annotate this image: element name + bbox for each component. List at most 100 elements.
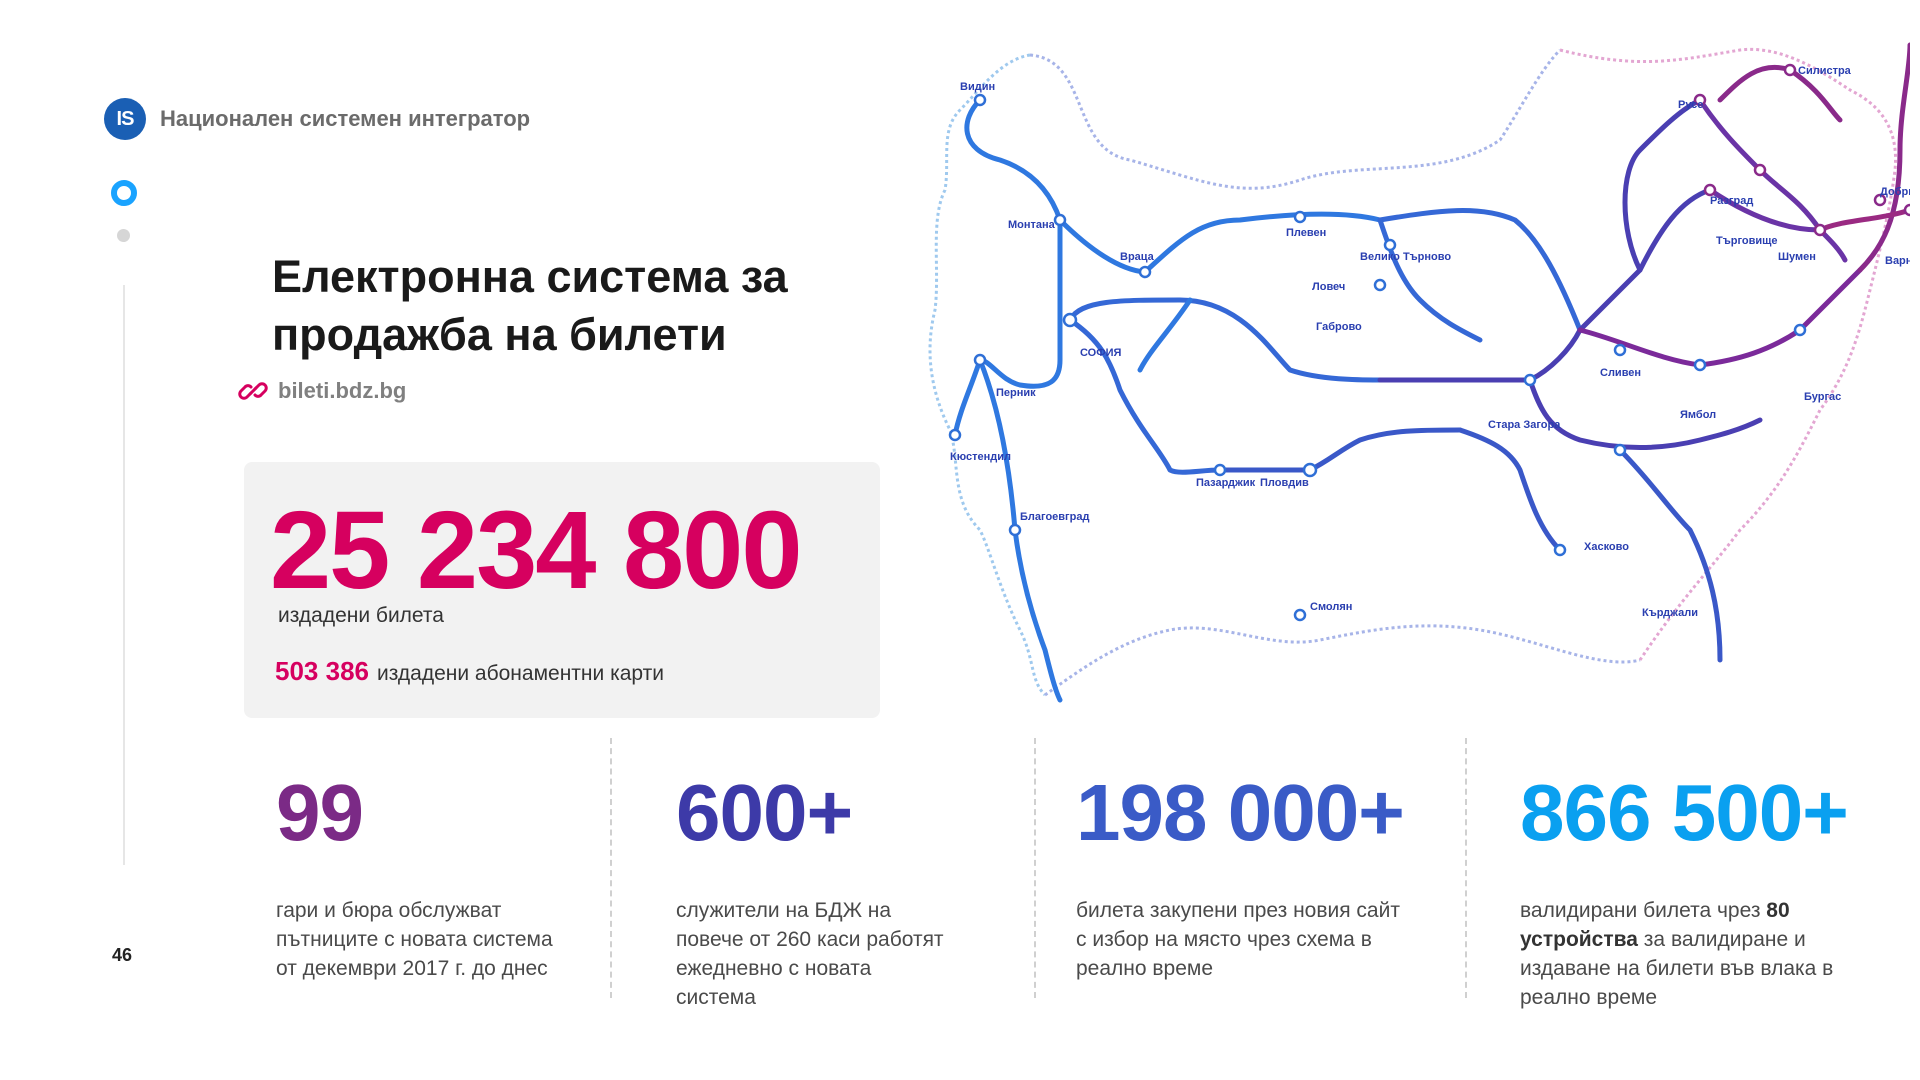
subscription-caption: издадени абонаментни карти [376,662,664,685]
city-label: Кюстендил [950,451,1011,463]
station-marker [1813,223,1827,237]
stat-text: гари и бюра обслужват пътниците с новата… [276,899,553,980]
railway-line [1857,42,1910,273]
railway-line [1707,187,1823,233]
stat-text: билета закупени през новия сайт с избор … [1076,899,1400,980]
stat-text: валидирани билета чрез 80 устройства за … [1520,896,1865,1012]
subscription-number: 503 386 [275,656,369,686]
city-label: Монтана [1008,219,1056,231]
station-marker [1553,543,1567,557]
station-marker [1383,238,1397,252]
city-label: Стара Загора [1488,419,1561,431]
city-label: Варна [1885,255,1910,267]
divider [1034,738,1036,998]
border-outline [1029,48,1641,697]
station-marker [1693,93,1707,107]
stat-online-tickets: 198 000+ билета закупени през новия сайт… [1076,770,1446,983]
nav-dot[interactable] [117,229,130,242]
stat-validated-tickets: 866 500+ валидирани билета чрез 80 устро… [1520,770,1890,1012]
city-label: Силистра [1798,65,1852,77]
stat-number: 600+ [676,768,853,857]
page-title: Електронна система за продажба на билети [272,251,788,360]
railway-line [1067,297,1383,383]
station-marker [1693,358,1707,372]
city-label: Бургас [1804,391,1841,403]
stat-stations: 99 гари и бюра обслужват пътниците с нов… [276,770,646,983]
city-label: Добрич [1880,186,1910,198]
city-label: Габрово [1316,321,1362,333]
station-marker [973,93,987,107]
railway-line [964,97,1063,223]
station-marker [1213,463,1227,477]
city-label: Ловеч [1312,281,1345,293]
city-label: Ямбол [1680,409,1716,421]
station-marker [1293,608,1307,622]
station-marker [1783,63,1797,77]
city-label: СОФИЯ [1080,347,1122,359]
stat-text-part: валидирани билета чрез [1520,899,1767,922]
link-icon [238,382,268,400]
station-marker [1062,312,1078,328]
station-marker [1753,163,1767,177]
city-label: Видин [960,81,995,93]
railway-line [1697,97,1848,263]
station-marker [1138,265,1152,279]
stat-number: 198 000+ [1076,768,1405,857]
city-label: Велико Търново [1360,251,1451,263]
city-label: Пловдив [1260,477,1309,489]
stat-number: 99 [276,768,364,857]
railway-line [1377,217,1483,343]
railway-line [1577,267,1863,368]
tickets-issued-caption: издадени билета [278,604,444,627]
website-link[interactable]: bileti.bdz.bg [238,376,406,406]
railway-line [1137,297,1193,373]
station-marker [1008,523,1022,537]
railway-line [1217,427,1463,473]
city-label: Перник [996,387,1036,399]
station-marker [973,353,987,367]
railway-line [1622,97,1703,273]
railway-line [952,357,983,438]
city-label: Търговище [1716,235,1778,247]
station-marker [1903,203,1910,217]
tickets-card [244,462,880,718]
city-label: Враца [1120,251,1155,263]
divider [1465,738,1467,998]
city-label: Плевен [1286,227,1326,239]
railway-line [1817,207,1910,233]
city-label: Кърджали [1642,607,1698,619]
city-label: Хасково [1584,541,1629,553]
border-outline [928,53,1047,697]
city-label: Шумен [1778,251,1816,263]
railway-line [1377,208,1583,333]
railway-line [1457,427,1563,553]
city-label: Сливен [1600,367,1641,379]
railway-line [1527,377,1763,450]
railway-line [1057,211,1383,275]
station-marker [1793,323,1807,337]
border-outline [1559,47,1898,661]
nav-line [123,285,125,865]
city-label: Пазарджик [1196,477,1256,489]
station-marker [1293,210,1307,224]
railway-line [977,217,1063,389]
railway-line [1617,447,1723,663]
nav-dot-active[interactable] [111,180,137,206]
railway-line [1067,317,1223,475]
station-marker [1053,213,1067,227]
link-text[interactable]: bileti.bdz.bg [278,378,407,403]
station-marker [1373,278,1387,292]
stat-employees: 600+ служители на БДЖ на повече от 260 к… [676,770,1046,1012]
station-marker [1613,343,1627,357]
station-marker [1523,373,1537,387]
station-marker [1302,462,1318,478]
city-label: Разград [1710,195,1753,207]
tickets-issued-number: 25 234 800 [270,489,803,612]
page-number: 46 [112,945,133,965]
divider [610,738,612,998]
station-marker [1873,193,1887,207]
station-marker [1703,183,1717,197]
city-label: Смолян [1310,601,1352,613]
stat-text-part: за валидиране и издаване на билети във в… [1520,928,1834,1009]
brand-name: Национален системен интегратор [160,106,531,131]
